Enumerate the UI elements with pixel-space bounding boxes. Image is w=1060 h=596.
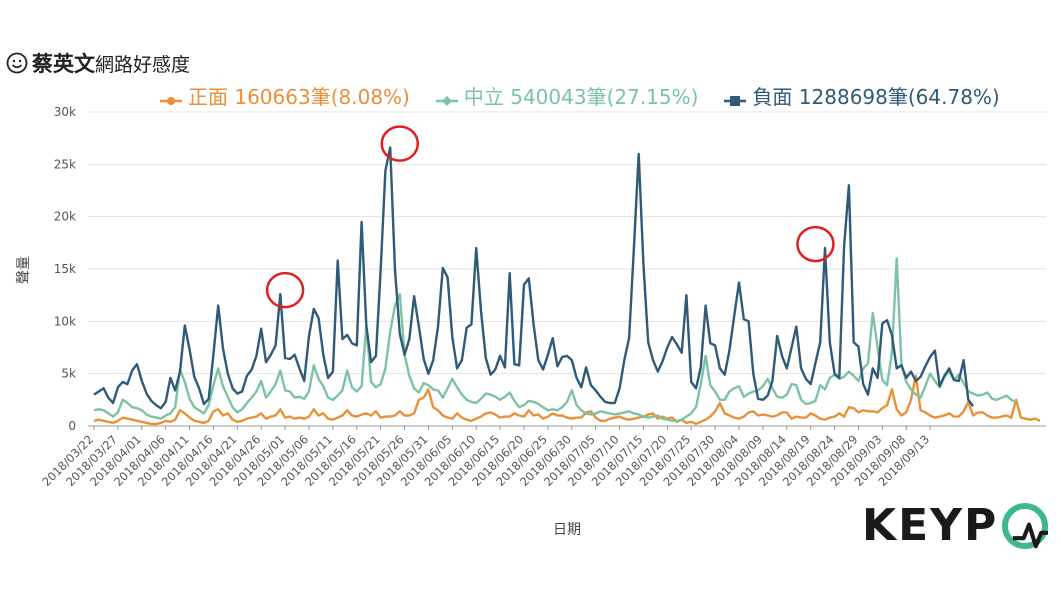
- smiley-icon: [6, 52, 28, 74]
- series-line-0: [93, 374, 1041, 426]
- highlight-circle: [380, 125, 420, 162]
- legend-item-neutral[interactable]: 中立 540043筆(27.15%): [435, 81, 699, 110]
- series-line-1: [93, 257, 1017, 422]
- chart-title: 蔡英文 網路好感度: [6, 48, 190, 78]
- keypo-logo: KEYP: [862, 500, 1049, 551]
- series-line-2: [93, 146, 975, 410]
- x-axis-title: 日期: [553, 522, 581, 538]
- legend-label-positive: 正面 160663筆(8.08%): [188, 85, 410, 109]
- logo-o-icon: [1002, 502, 1049, 549]
- y-tick-label: 30k: [54, 105, 76, 119]
- legend-label-negative: 負面 1288698筆(64.78%): [752, 85, 1000, 109]
- y-tick-label: 25k: [54, 157, 76, 171]
- legend-item-positive[interactable]: 正面 160663筆(8.08%): [160, 81, 410, 110]
- legend-label-neutral: 中立 540043筆(27.15%): [463, 85, 699, 109]
- y-tick-label: 15k: [54, 262, 76, 276]
- highlight-circle: [265, 271, 305, 309]
- y-axis-title: 聲量: [15, 256, 32, 284]
- legend-item-negative[interactable]: 負面 1288698筆(64.78%): [724, 81, 1000, 110]
- title-name: 蔡英文: [32, 52, 95, 76]
- legend-swatch-neutral: [435, 89, 458, 106]
- y-tick-label: 5k: [61, 367, 76, 381]
- title-rest: 網路好感度: [95, 53, 191, 76]
- legend: 正面 160663筆(8.08%) 中立 540043筆(27.15%) 負面 …: [160, 81, 1000, 110]
- legend-swatch-positive: [160, 89, 182, 105]
- y-tick-label: 10k: [54, 314, 76, 328]
- highlight-circle: [796, 225, 835, 263]
- legend-swatch-negative: [724, 89, 747, 106]
- logo-text: KEYP: [862, 500, 999, 551]
- y-tick-label: 0: [68, 419, 76, 433]
- y-tick-label: 20k: [54, 210, 76, 224]
